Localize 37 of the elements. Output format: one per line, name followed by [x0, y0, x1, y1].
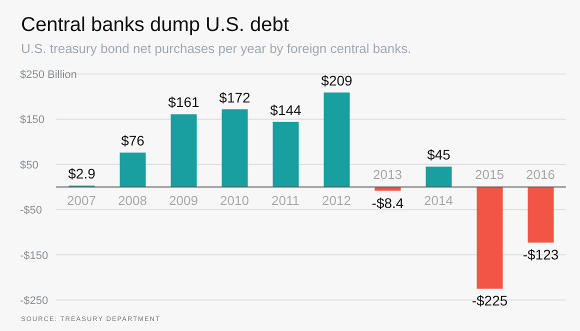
bar: [120, 152, 146, 187]
data-label: -$123: [522, 246, 559, 263]
x-tick-label: 2014: [424, 193, 453, 208]
bar: [426, 166, 452, 187]
data-label: -$225: [472, 292, 508, 309]
data-label: $2.9: [68, 166, 96, 182]
x-tick-label: 2010: [220, 193, 249, 208]
x-tick-label: 2012: [322, 193, 351, 208]
x-tick-label: 2011: [272, 193, 300, 208]
bar: [324, 92, 350, 187]
x-tick-label: 2009: [169, 193, 198, 208]
chart-title: Central banks dump U.S. debt: [21, 14, 289, 37]
bar: [528, 186, 554, 243]
y-tick-label: $150: [20, 114, 44, 126]
data-label: $76: [121, 132, 145, 149]
data-label: $172: [219, 89, 251, 106]
x-tick-label: 2016: [526, 167, 555, 182]
x-tick-label: 2015: [475, 167, 504, 182]
y-tick-label: $50: [20, 159, 38, 172]
x-tick-label: 2013: [373, 167, 402, 182]
data-label: $209: [321, 72, 353, 89]
x-tick-label: 2008: [118, 193, 147, 208]
bar: [476, 186, 503, 289]
data-label: $161: [168, 94, 200, 110]
data-label: $144: [270, 102, 302, 118]
x-tick-label: 2007: [67, 193, 96, 208]
y-tick-label: -$150: [20, 250, 48, 262]
y-tick-label: $250 Billion: [20, 69, 77, 81]
y-tick-label: -$250: [20, 294, 48, 307]
bar: [170, 114, 197, 187]
chart-subtitle: U.S. treasury bond net purchases per year by foreign central banks.: [21, 41, 412, 56]
data-label: -$8.4: [372, 194, 404, 211]
data-label: $45: [427, 146, 451, 163]
bar: [374, 186, 401, 191]
bar: [222, 109, 248, 187]
bar: [272, 122, 299, 187]
y-tick-label: -$50: [20, 204, 42, 217]
